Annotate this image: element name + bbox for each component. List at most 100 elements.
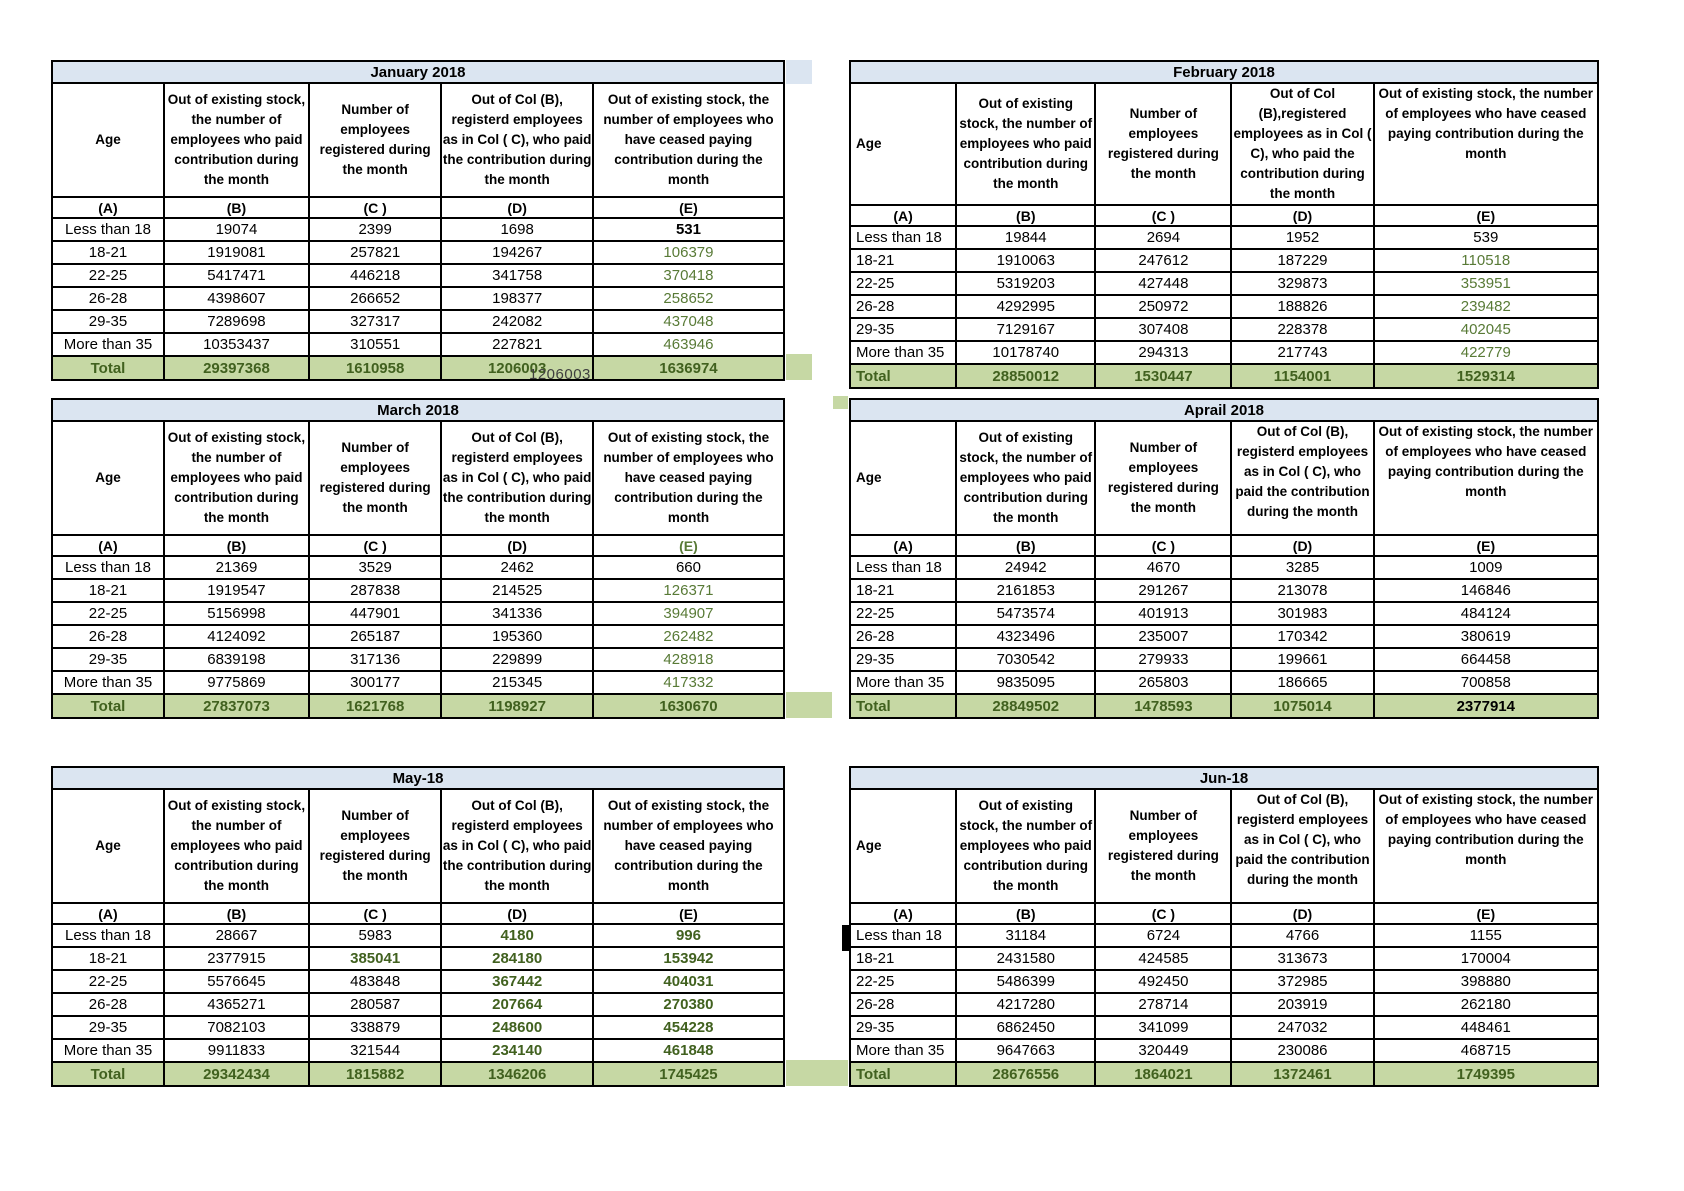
table-row: 26-28 4323496 235007 170342 380619 [848, 624, 1600, 649]
age-cell: 26-28 [848, 294, 958, 319]
value-cell: 380619 [1372, 624, 1600, 649]
total-cell: 2377914 [1372, 693, 1600, 719]
gap-fill-green-2 [786, 692, 832, 718]
value-cell: 394907 [591, 601, 786, 626]
age-cell: More than 35 [51, 332, 165, 357]
total-cell: 1154001 [1230, 363, 1375, 389]
column-letter: (E) [591, 196, 786, 219]
total-cell: 28676556 [955, 1061, 1097, 1087]
total-cell: 1530447 [1094, 363, 1233, 389]
value-cell: 4217280 [955, 992, 1097, 1017]
age-cell: 22-25 [848, 969, 958, 994]
column-letter: (A) [848, 902, 958, 925]
total-label: Total [848, 1061, 958, 1087]
table-row: Less than 18 31184 6724 4766 1155 [848, 923, 1600, 948]
column-letter: (D) [1230, 902, 1375, 925]
total-cell: 1478593 [1094, 693, 1233, 719]
total-cell: 1745425 [591, 1061, 786, 1087]
value-cell: 21369 [162, 555, 310, 580]
value-cell: 24942 [955, 555, 1097, 580]
value-cell: 301983 [1230, 601, 1375, 626]
column-letter: (C ) [307, 534, 443, 557]
value-cell: 198377 [440, 286, 594, 311]
value-cell: 214525 [440, 578, 594, 603]
column-letter: (E) [1372, 902, 1600, 925]
value-cell: 1910063 [955, 248, 1097, 273]
column-letter: (A) [51, 196, 165, 219]
column-header-c: Number of employees registered during th… [307, 420, 443, 536]
value-cell: 195360 [440, 624, 594, 649]
value-cell: 5319203 [955, 271, 1097, 296]
value-cell: 327317 [307, 309, 443, 334]
value-cell: 5473574 [955, 601, 1097, 626]
value-cell: 417332 [591, 670, 786, 695]
value-cell: 329873 [1230, 271, 1375, 296]
table-row: 18-21 1919081 257821 194267 106379 [51, 240, 786, 265]
value-cell: 4670 [1094, 555, 1233, 580]
age-cell: More than 35 [848, 670, 958, 695]
value-cell: 19074 [162, 217, 310, 242]
value-cell: 454228 [591, 1015, 786, 1040]
value-cell: 287838 [307, 578, 443, 603]
value-cell: 7082103 [162, 1015, 310, 1040]
total-row: Total 28676556 1864021 1372461 1749395 [848, 1061, 1600, 1087]
table-row: 26-28 4124092 265187 195360 262482 [51, 624, 786, 649]
total-cell: 1610958 [307, 355, 443, 381]
total-cell: 27837073 [162, 693, 310, 719]
stray-border-mark [842, 925, 850, 951]
value-cell: 258652 [591, 286, 786, 311]
value-cell: 6724 [1094, 923, 1233, 948]
value-cell: 996 [591, 923, 786, 948]
value-cell: 353951 [1372, 271, 1600, 296]
age-cell: 18-21 [848, 578, 958, 603]
total-row: Total 28849502 1478593 1075014 2377914 [848, 693, 1600, 719]
table-title: March 2018 [51, 398, 785, 422]
column-letter: (E) [1372, 534, 1600, 557]
total-cell: 1815882 [307, 1061, 443, 1087]
value-cell: 3285 [1230, 555, 1375, 580]
value-cell: 7030542 [955, 647, 1097, 672]
total-cell: 29397368 [162, 355, 310, 381]
column-letter: (D) [440, 196, 594, 219]
column-header-d: Out of Col (B),registered employees as i… [1230, 82, 1375, 206]
column-letter: (B) [162, 196, 310, 219]
table-title: February 2018 [849, 60, 1599, 84]
table-title: Jun-18 [849, 766, 1599, 790]
value-cell: 9911833 [162, 1038, 310, 1063]
value-cell: 294313 [1094, 340, 1233, 365]
february-table: February 2018 Age Out of existing stock, t… [848, 60, 1600, 389]
age-cell: Less than 18 [848, 225, 958, 250]
column-header-e: Out of existing stock, the number of emp… [591, 82, 786, 198]
value-cell: 10178740 [955, 340, 1097, 365]
value-cell: 229899 [440, 647, 594, 672]
month-table-april: Aprail 2018 Age Out of existing stock, the… [848, 398, 1600, 719]
age-cell: 22-25 [51, 601, 165, 626]
column-letter: (A) [51, 534, 165, 557]
table-row: 22-25 5319203 427448 329873 353951 [848, 271, 1600, 296]
age-cell: More than 35 [51, 1038, 165, 1063]
total-cell: 28849502 [955, 693, 1097, 719]
value-cell: 341099 [1094, 1015, 1233, 1040]
value-cell: 31184 [955, 923, 1097, 948]
table-title: January 2018 [51, 60, 785, 84]
january-table: January 2018 Age Out of existing stock, th… [51, 60, 786, 381]
column-letter: (D) [440, 902, 594, 925]
value-cell: 1009 [1372, 555, 1600, 580]
value-cell: 203919 [1230, 992, 1375, 1017]
value-cell: 2694 [1094, 225, 1233, 250]
table-row: 29-35 6862450 341099 247032 448461 [848, 1015, 1600, 1040]
value-cell: 1919547 [162, 578, 310, 603]
value-cell: 463946 [591, 332, 786, 357]
value-cell: 266652 [307, 286, 443, 311]
value-cell: 19844 [955, 225, 1097, 250]
column-header-c: Number of employees registered during th… [1094, 82, 1233, 206]
value-cell: 234140 [440, 1038, 594, 1063]
value-cell: 186665 [1230, 670, 1375, 695]
total-cell: 1749395 [1372, 1061, 1600, 1087]
value-cell: 338879 [307, 1015, 443, 1040]
value-cell: 321544 [307, 1038, 443, 1063]
total-cell: 1630670 [591, 693, 786, 719]
value-cell: 106379 [591, 240, 786, 265]
value-cell: 9775869 [162, 670, 310, 695]
